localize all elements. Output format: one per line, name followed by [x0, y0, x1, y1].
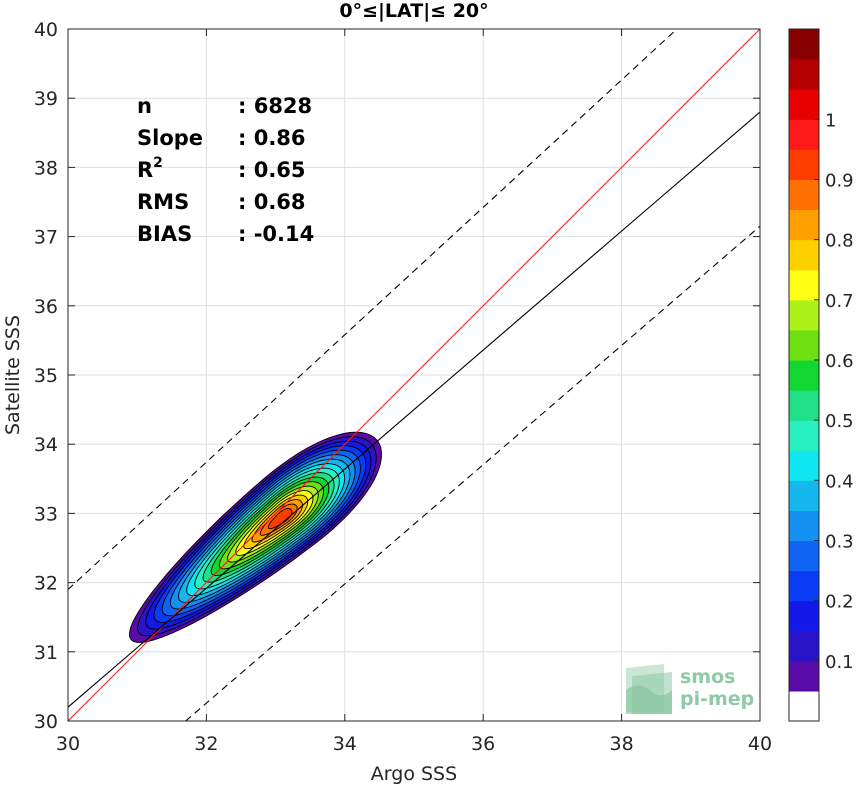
colorbar-segment [789, 450, 819, 481]
colorbar-segment [789, 510, 819, 542]
x-tick-label: 32 [194, 733, 218, 755]
stats-box: n : 6828 Slope : 0.86 R2 : 0.65 RMS : 0.68 BIAS:… [137, 94, 314, 246]
colorbar-tick-label: 0.2 [825, 592, 854, 613]
colorbar-segment [789, 179, 819, 211]
upper-dashed-line [68, 29, 678, 590]
stat-label: Slope [137, 126, 203, 150]
colorbar-tick-label: 0.9 [825, 170, 854, 191]
colorbar-tick-label: 1 [825, 110, 836, 131]
y-tick-label: 31 [34, 642, 58, 664]
y-tick-label: 34 [34, 434, 58, 456]
regression-line [68, 111, 760, 708]
logo-wave-icon [626, 664, 672, 714]
colorbar-segment [789, 269, 819, 301]
stat-value: : 0.86 [238, 126, 306, 150]
one-to-one-line [68, 29, 760, 721]
colorbar-segment [789, 299, 819, 331]
axis-ticks: 30 32 34 36 38 40 30 31 32 33 34 35 36 37 38 39 40 [34, 19, 772, 755]
stat-value: : 0.65 [238, 158, 306, 182]
stat-value: : 6828 [238, 94, 312, 118]
logo-text-line2: pi-mep [680, 688, 754, 710]
stat-superscript: 2 [153, 155, 163, 171]
y-tick-label: 39 [34, 88, 58, 110]
reference-lines [68, 29, 760, 721]
colorbar-segment [789, 630, 819, 662]
colorbar-segment [789, 59, 819, 90]
colorbar-segment [789, 149, 819, 181]
colorbar-segment [789, 570, 819, 602]
x-tick-label: 40 [748, 733, 772, 755]
y-tick-label: 30 [34, 711, 58, 733]
stat-label: RMS [137, 190, 189, 214]
colorbar-tick-label: 0.3 [825, 531, 854, 552]
chart-title: 0°≤|LAT|≤ 20° [339, 0, 488, 22]
colorbar-segment [789, 690, 819, 722]
y-axis-label: Satellite SSS [2, 315, 24, 435]
y-tick-label: 32 [34, 573, 58, 595]
colorbar-segment [789, 660, 819, 692]
colorbar-segment [789, 480, 819, 511]
stat-label: R2 [137, 155, 163, 182]
y-tick-label: 37 [34, 227, 58, 249]
stat-value: : -0.14 [238, 222, 314, 246]
colorbar-tick-label: 0.4 [825, 471, 854, 492]
y-tick-label: 38 [34, 157, 58, 179]
colorbar-segment [789, 239, 819, 271]
colorbar-frame [788, 28, 820, 722]
colorbar-segment [789, 390, 819, 421]
stat-label: BIAS [137, 222, 192, 246]
x-axis-label: Argo SSS [371, 763, 457, 785]
colorbar-segment [789, 420, 819, 451]
y-tick-label: 40 [34, 19, 58, 41]
colorbar-tick-label: 0.8 [825, 231, 854, 252]
x-tick-label: 38 [610, 733, 634, 755]
lower-dashed-line [185, 225, 760, 721]
colorbar-segment [789, 209, 819, 241]
colorbar-tick-label: 0.6 [825, 351, 854, 372]
y-tick-label: 33 [34, 503, 58, 525]
colorbar-segment [789, 29, 819, 60]
stat-value: : 0.68 [238, 190, 306, 214]
colorbar-segment [789, 119, 819, 150]
y-tick-label: 35 [34, 365, 58, 387]
colorbar-tick-label: 0.1 [825, 652, 854, 673]
y-tick-label: 36 [34, 296, 58, 318]
colorbar-segment [789, 600, 819, 632]
logo-text-line1: smos [680, 666, 735, 688]
x-tick-label: 30 [56, 733, 80, 755]
colorbar-segment [789, 359, 819, 391]
colorbar-segment [789, 540, 819, 572]
colorbar: 0.1 0.2 0.3 0.4 0.5 0.6 0.7 0.8 0.9 1 [788, 28, 854, 722]
colorbar-tick-label: 0.7 [825, 291, 854, 312]
colorbar-segment [789, 89, 819, 120]
colorbar-segment [789, 329, 819, 361]
x-tick-label: 36 [471, 733, 495, 755]
stat-label: n [137, 94, 152, 118]
colorbar-tick-label: 0.5 [825, 411, 854, 432]
smos-pi-mep-logo: smos pi-mep [626, 664, 754, 714]
x-tick-label: 34 [333, 733, 357, 755]
